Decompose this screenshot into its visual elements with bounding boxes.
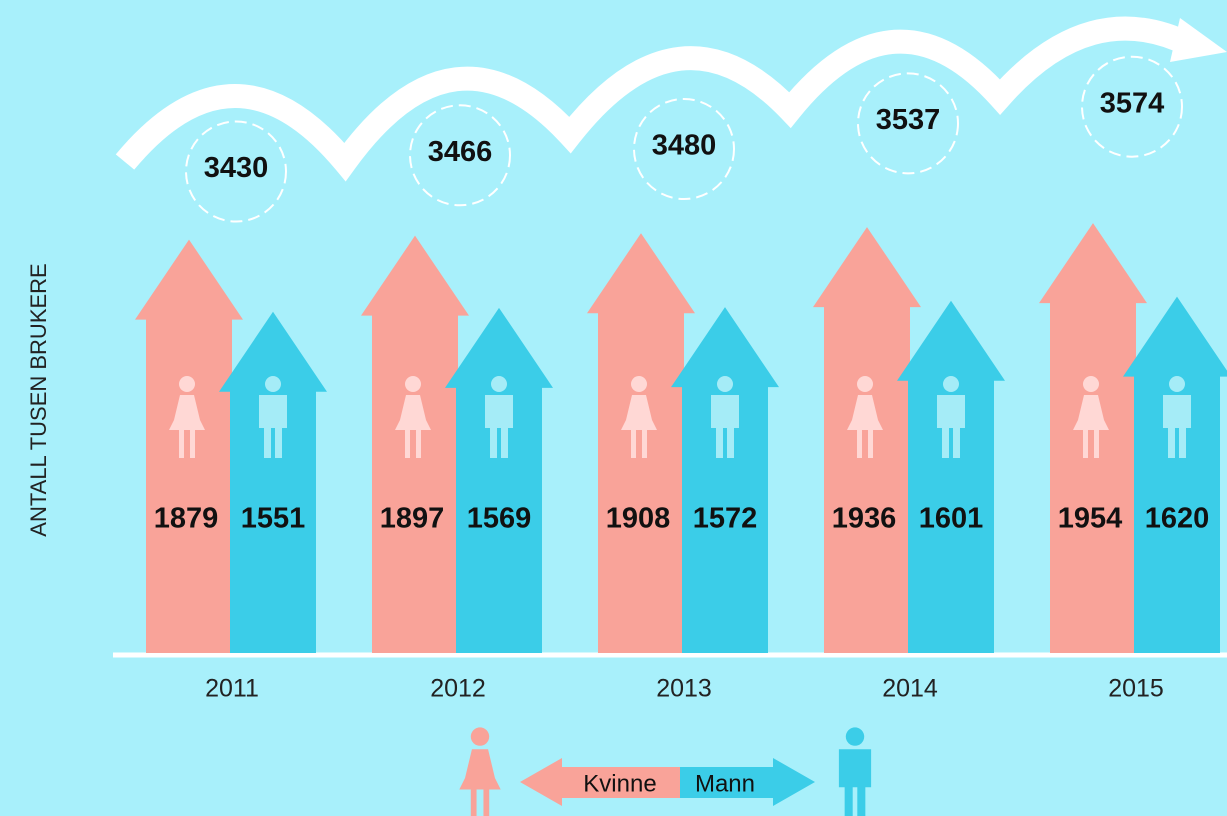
value-label: 1551 (241, 503, 306, 535)
value-label: 1936 (832, 503, 897, 535)
x-tick-label: 2011 (205, 675, 259, 703)
icon-head (857, 376, 873, 392)
man-icon (1163, 376, 1191, 458)
total-circle (185, 120, 287, 223)
icon-head (943, 376, 959, 392)
icon-body (1163, 395, 1191, 458)
total-label: 3430 (204, 152, 269, 184)
woman-icon (621, 376, 657, 458)
x-tick-label: 2015 (1108, 675, 1164, 703)
total-label: 3480 (652, 130, 717, 162)
man-icon (838, 727, 872, 816)
total-circle (409, 104, 511, 207)
icon-body (621, 395, 657, 458)
woman-icon (459, 727, 501, 816)
x-tick-label: 2012 (430, 675, 486, 703)
icon-body (459, 749, 501, 816)
legend-swatch (520, 758, 680, 806)
total-label: 3466 (428, 136, 493, 168)
icon-body (169, 395, 205, 458)
icon-head (405, 376, 421, 392)
total-circle (1081, 55, 1183, 158)
icon-body (1073, 395, 1109, 458)
total-label: 3574 (1100, 87, 1165, 119)
icon-body (838, 749, 872, 816)
icon-body (711, 395, 739, 458)
icon-head (631, 376, 647, 392)
legend-label: Mann (695, 770, 755, 797)
bar-arrow (219, 311, 327, 653)
y-axis-label: ANTALL TUSEN BRUKERE (26, 263, 51, 536)
icon-body (259, 395, 287, 458)
man-icon (485, 376, 513, 458)
flow-arc (115, 16, 1196, 182)
icon-head (717, 376, 733, 392)
woman-icon (169, 376, 205, 458)
bar-arrow (1039, 223, 1147, 653)
total-label: 3537 (876, 104, 941, 136)
bar-arrow (135, 239, 243, 653)
icon-head (845, 727, 865, 746)
man-icon (937, 376, 965, 458)
value-label: 1572 (693, 503, 758, 535)
value-label: 1569 (467, 503, 532, 535)
icon-head (179, 376, 195, 392)
bar-arrow (897, 300, 1005, 653)
icon-body (395, 395, 431, 458)
legend-swatch (680, 758, 815, 806)
flow-arrowhead (1170, 18, 1227, 62)
value-label: 1897 (380, 503, 445, 535)
value-label: 1620 (1145, 503, 1210, 535)
icon-head (470, 727, 490, 746)
bar-arrow (1123, 296, 1227, 653)
total-circle (633, 98, 735, 200)
bar-arrow (361, 235, 469, 653)
icon-head (265, 376, 281, 392)
x-tick-label: 2013 (656, 675, 712, 703)
bar-arrow (445, 307, 553, 653)
value-label: 1908 (606, 503, 671, 535)
value-label: 1879 (154, 503, 219, 535)
icon-head (1083, 376, 1099, 392)
icon-body (485, 395, 513, 458)
icon-body (847, 395, 883, 458)
woman-icon (847, 376, 883, 458)
x-tick-label: 2014 (882, 675, 938, 703)
bar-arrow (813, 227, 921, 653)
icon-head (491, 376, 507, 392)
bar-arrow (671, 307, 779, 653)
value-label: 1601 (919, 503, 984, 535)
value-label: 1954 (1058, 503, 1123, 535)
bar-arrow (587, 233, 695, 654)
icon-body (937, 395, 965, 458)
icon-head (1169, 376, 1185, 392)
man-icon (711, 376, 739, 458)
woman-icon (395, 376, 431, 458)
man-icon (259, 376, 287, 458)
woman-icon (1073, 376, 1109, 458)
total-circle (857, 72, 959, 175)
legend-label: Kvinne (583, 770, 656, 797)
legend: Kvinne Mann (520, 758, 815, 806)
